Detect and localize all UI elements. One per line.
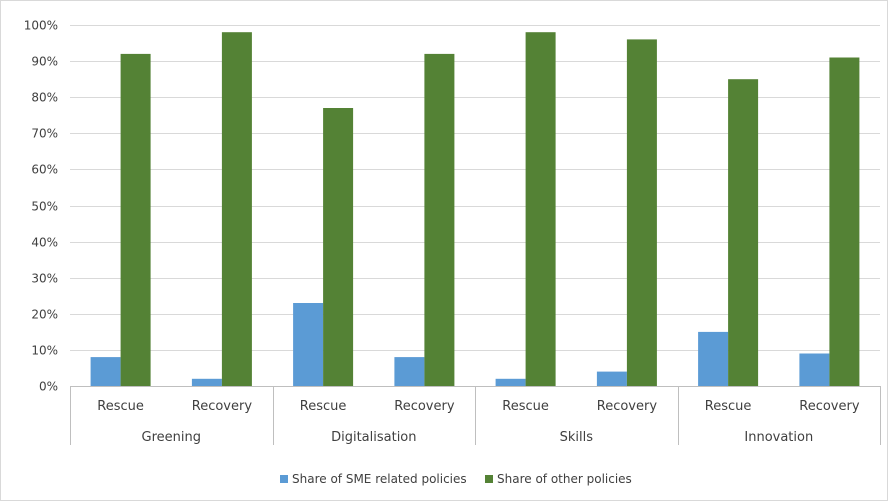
x-group-label: Digitalisation (331, 430, 416, 445)
legend: Share of SME related policies Share of ot… (280, 472, 632, 486)
bar-other-policies (829, 57, 860, 386)
legend-swatch (280, 475, 288, 483)
y-tick-label: 30% (31, 272, 58, 286)
x-category-label: Recovery (799, 399, 860, 414)
y-tick-label: 90% (31, 55, 58, 69)
legend-label: Share of SME related policies (292, 472, 467, 486)
x-category-label: Rescue (300, 399, 347, 414)
y-axis-ticks: 0% 10% 20% 30% 40% 50% 60% 70% 80% 90% 100% (24, 19, 58, 394)
y-tick-label: 60% (31, 163, 58, 177)
bar-sme-policies (495, 378, 526, 386)
bar-other-policies (120, 53, 151, 387)
x-category-label: Rescue (705, 399, 752, 414)
bar-other-policies (323, 108, 354, 386)
x-category-label: Recovery (192, 399, 253, 414)
bar-sme-policies (799, 353, 830, 386)
x-category-label: Rescue (97, 399, 144, 414)
y-tick-label: 0% (39, 380, 58, 394)
bar-other-policies (626, 39, 657, 387)
x-group-label: Greening (142, 430, 201, 445)
x-axis: Rescue Recovery Rescue Recovery Rescue Recove… (70, 386, 881, 445)
bar-sme-policies (394, 357, 425, 386)
x-category-label: Rescue (502, 399, 549, 414)
x-group-label: Skills (560, 430, 594, 445)
bars (90, 32, 860, 387)
y-tick-label: 10% (31, 344, 58, 358)
y-tick-label: 70% (31, 127, 58, 141)
bar-sme-policies (90, 357, 121, 386)
bar-sme-policies (596, 371, 627, 386)
legend-swatch (485, 475, 493, 483)
x-group-label: Innovation (744, 430, 813, 445)
bar-other-policies (525, 32, 556, 386)
bar-other-policies (424, 53, 455, 387)
x-category-label: Recovery (597, 399, 658, 414)
y-tick-label: 80% (31, 91, 58, 105)
y-tick-label: 20% (31, 308, 58, 322)
legend-label: Share of other policies (497, 472, 632, 486)
bar-other-policies (221, 32, 252, 386)
y-tick-label: 100% (24, 19, 58, 33)
y-tick-label: 40% (31, 236, 58, 250)
bar-other-policies (728, 79, 759, 386)
bar-sme-policies (191, 378, 222, 386)
bar-sme-policies (293, 303, 324, 386)
y-tick-label: 50% (31, 200, 58, 214)
x-category-label: Recovery (394, 399, 455, 414)
bar-sme-policies (698, 331, 729, 386)
